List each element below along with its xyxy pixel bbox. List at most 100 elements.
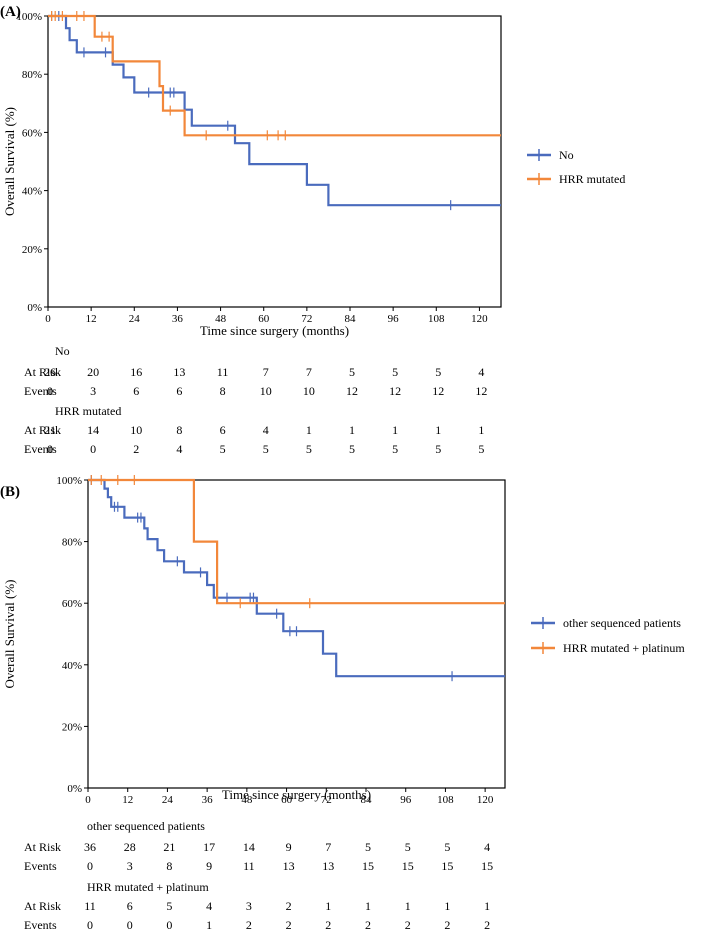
at-risk-value: 13: [173, 365, 185, 379]
x-axis-title: Time since surgery (months): [200, 323, 349, 338]
at-risk-value: 7: [325, 840, 331, 854]
at-risk-value: 1: [392, 423, 398, 437]
events-value: 0: [90, 442, 96, 456]
events-value: 0: [166, 918, 172, 932]
y-tick-label: 80%: [22, 69, 42, 81]
events-value: 13: [322, 859, 334, 873]
at-risk-value: 6: [127, 899, 133, 913]
events-value: 1: [206, 918, 212, 932]
at-risk-value: 14: [87, 423, 99, 437]
at-risk-value: 11: [84, 899, 96, 913]
at-risk-value: 5: [349, 365, 355, 379]
km-curve-group1: [48, 14, 501, 207]
events-value: 15: [441, 859, 453, 873]
events-value: 0: [47, 384, 53, 398]
x-axis-title: Time since surgery (months): [222, 787, 371, 802]
x-tick-label: 72: [321, 794, 332, 806]
y-tick-label: 60%: [22, 127, 42, 139]
events-value: 4: [176, 442, 182, 456]
events-value: 5: [392, 442, 398, 456]
x-tick-label: 96: [388, 313, 400, 325]
at-risk-value: 4: [206, 899, 212, 913]
x-tick-label: 36: [172, 313, 184, 325]
y-axis-title: Overall Survival (%): [2, 579, 17, 688]
risk-group-name: other sequenced patients: [87, 819, 205, 833]
at-risk-value: 4: [478, 365, 484, 379]
events-label: Events: [24, 442, 57, 456]
at-risk-label: At Risk: [24, 899, 61, 913]
events-value: 12: [346, 384, 358, 398]
at-risk-value: 1: [365, 899, 371, 913]
x-tick-label: 120: [471, 313, 488, 325]
legend-entry: No: [559, 148, 574, 162]
events-value: 9: [206, 859, 212, 873]
events-value: 13: [283, 859, 295, 873]
events-value: 15: [481, 859, 493, 873]
x-tick-label: 24: [129, 313, 141, 325]
events-value: 8: [220, 384, 226, 398]
events-value: 10: [260, 384, 272, 398]
events-label: Events: [24, 384, 57, 398]
at-risk-value: 16: [130, 365, 142, 379]
y-tick-label: 20%: [22, 244, 42, 256]
y-tick-label: 0%: [27, 302, 42, 314]
at-risk-label: At Risk: [24, 365, 61, 379]
events-value: 15: [362, 859, 374, 873]
at-risk-value: 7: [263, 365, 269, 379]
at-risk-value: 1: [444, 899, 450, 913]
events-value: 15: [402, 859, 414, 873]
at-risk-value: 5: [405, 840, 411, 854]
risk-group-name: HRR mutated: [55, 404, 121, 418]
at-risk-value: 2: [286, 899, 292, 913]
events-value: 2: [365, 918, 371, 932]
km-curve-group2: [88, 478, 505, 605]
events-value: 11: [243, 859, 255, 873]
events-value: 5: [478, 442, 484, 456]
events-value: 6: [133, 384, 139, 398]
events-value: 5: [435, 442, 441, 456]
x-tick-label: 48: [215, 313, 227, 325]
at-risk-value: 1: [405, 899, 411, 913]
x-tick-label: 12: [86, 313, 97, 325]
at-risk-value: 14: [243, 840, 255, 854]
at-risk-value: 5: [435, 365, 441, 379]
risk-group-name: No: [55, 344, 70, 358]
events-value: 12: [475, 384, 487, 398]
events-value: 5: [263, 442, 269, 456]
events-value: 5: [349, 442, 355, 456]
at-risk-value: 17: [203, 840, 215, 854]
at-risk-value: 5: [365, 840, 371, 854]
events-value: 0: [127, 918, 133, 932]
at-risk-value: 5: [166, 899, 172, 913]
events-value: 6: [176, 384, 182, 398]
legend-entry: HRR mutated + platinum: [563, 641, 685, 655]
plot-frame: [47, 15, 502, 308]
at-risk-value: 4: [484, 840, 490, 854]
at-risk-value: 20: [87, 365, 99, 379]
legend-entry: HRR mutated: [559, 172, 625, 186]
at-risk-value: 6: [220, 423, 226, 437]
events-value: 0: [87, 859, 93, 873]
y-tick-label: 40%: [22, 186, 42, 198]
events-value: 2: [405, 918, 411, 932]
x-tick-label: 84: [345, 313, 357, 325]
y-tick-label: 60%: [62, 598, 82, 610]
plot-frame: [87, 479, 506, 789]
at-risk-value: 8: [176, 423, 182, 437]
events-value: 2: [133, 442, 139, 456]
at-risk-value: 7: [306, 365, 312, 379]
events-value: 8: [166, 859, 172, 873]
x-tick-label: 12: [122, 794, 133, 806]
risk-group-name: HRR mutated + platinum: [87, 880, 209, 894]
events-value: 0: [87, 918, 93, 932]
x-tick-label: 24: [162, 794, 174, 806]
at-risk-value: 1: [435, 423, 441, 437]
at-risk-label: At Risk: [24, 423, 61, 437]
x-tick-label: 108: [437, 794, 454, 806]
at-risk-value: 10: [130, 423, 142, 437]
x-tick-label: 0: [85, 794, 91, 806]
events-value: 2: [286, 918, 292, 932]
at-risk-value: 3: [246, 899, 252, 913]
legend-entry: other sequenced patients: [563, 616, 681, 630]
